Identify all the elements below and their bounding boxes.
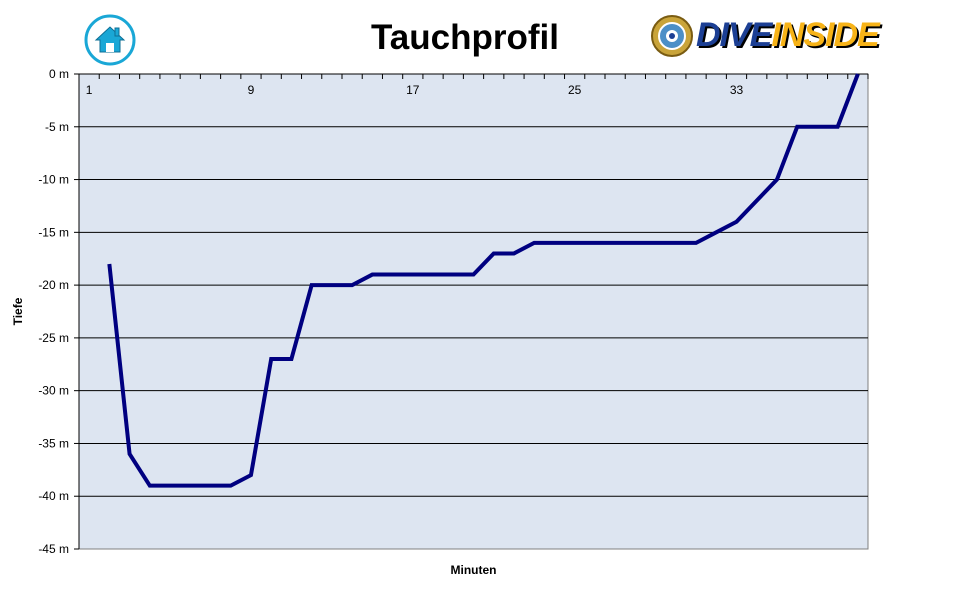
y-tick-label: -35 m (38, 436, 69, 450)
series-line (107, 73, 860, 488)
x-tick-label: 33 (730, 83, 744, 97)
y-tick-label: -40 m (38, 489, 69, 503)
x-tick-label: 25 (568, 83, 582, 97)
y-tick-label: -10 m (38, 173, 69, 187)
x-tick-label: 9 (248, 83, 255, 97)
home-button[interactable] (84, 14, 136, 66)
grid-lines (79, 126, 868, 497)
y-tick-label: 0 m (49, 67, 69, 81)
plot-area (78, 73, 869, 550)
y-tick-label: -5 m (45, 120, 69, 134)
y-tick-label: -45 m (38, 542, 69, 556)
logo-emblem-icon (651, 15, 693, 57)
series-group (107, 73, 860, 488)
y-axis-title: Tiefe (11, 297, 25, 325)
y-tick-label: -25 m (38, 331, 69, 345)
home-icon (84, 14, 136, 66)
y-axis-labels: 0 m -5 m -10 m -15 m -20 m -25 m -30 m -35 m -40… (38, 67, 69, 556)
x-axis-labels: 1 9 17 25 33 (86, 83, 744, 97)
x-tick-label: 1 (86, 83, 93, 97)
logo-text-inside: INSIDE (771, 16, 879, 54)
y-tick-label: -15 m (38, 225, 69, 239)
y-tick-label: -20 m (38, 278, 69, 292)
y-tick-label: -30 m (38, 384, 69, 398)
dive-inside-logo: DIVEINSIDE (650, 10, 915, 62)
logo-text-dive: DIVE (696, 16, 772, 54)
x-axis-title: Minuten (451, 563, 497, 577)
y-axis-ticks (74, 73, 79, 550)
x-tick-label: 17 (406, 83, 420, 97)
page-title: Tauchprofil (371, 18, 559, 57)
x-axis-ticks (78, 74, 869, 79)
